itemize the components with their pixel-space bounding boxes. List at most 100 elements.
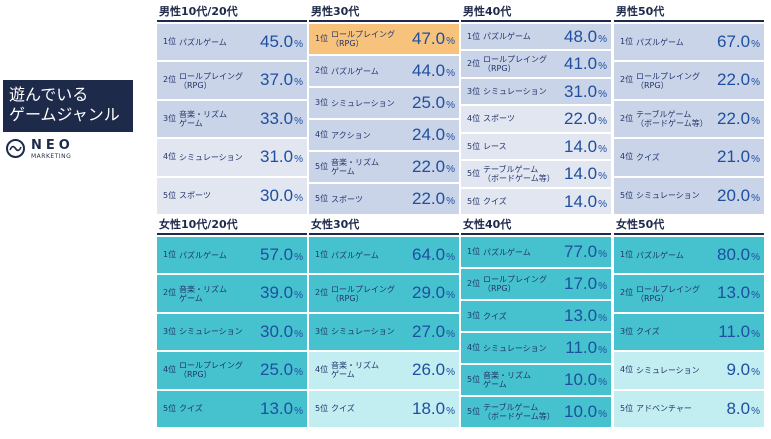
- genre-label: ロールプレイング （RPG）: [483, 55, 547, 74]
- data-value: 30.0: [260, 321, 294, 341]
- data-value: 30.0: [260, 185, 294, 205]
- unit-label: %: [446, 252, 455, 263]
- data-label: 80.0%: [717, 237, 760, 273]
- ranking-row: 4位 シミュレーション 31.0%: [157, 139, 307, 176]
- rank-label: 2位: [163, 288, 177, 298]
- ranking-panel: 女性50代 1位 パズルゲーム 80.0% 2位 ロールプレイング （RPG） 13.0% 3…: [614, 216, 764, 428]
- genre-label: 音楽・リズム ゲーム: [179, 284, 227, 303]
- unit-label: %: [294, 115, 303, 127]
- genre-label: ロールプレイング （RPG）: [179, 361, 243, 380]
- genre-label: アクション: [331, 130, 371, 140]
- data-label: 33.0%: [260, 101, 303, 137]
- genre-label: パズルゲーム: [179, 250, 227, 260]
- data-label: 57.0%: [260, 237, 303, 273]
- data-value: 11.0: [565, 338, 598, 357]
- data-value: 80.0: [717, 245, 751, 264]
- genre-label: ロールプレイング （RPG）: [483, 275, 547, 293]
- data-label: 37.0%: [260, 62, 303, 98]
- genre-label: パズルゲーム: [483, 247, 531, 257]
- rank-label: 5位: [315, 162, 329, 171]
- data-label: 21.0%: [717, 139, 760, 175]
- ranking-row: 2位 ロールプレイング （RPG） 41.0%: [461, 51, 611, 77]
- data-value: 17.0: [564, 274, 598, 293]
- data-label: 39.0%: [260, 275, 303, 311]
- ranking-row: 1位 パズルゲーム 48.0%: [461, 24, 611, 50]
- rank-label: 1位: [315, 250, 329, 259]
- data-label: 25.0%: [260, 352, 303, 388]
- panel-title: 男性10代/20代: [159, 5, 238, 18]
- genre-label: クイズ: [179, 404, 203, 414]
- unit-label: %: [294, 405, 303, 417]
- genre-label: スポーツ: [331, 194, 363, 204]
- data-value: 9.0: [726, 360, 751, 380]
- data-label: 67.0%: [717, 24, 760, 60]
- unit-label: %: [294, 328, 303, 340]
- panel-title-rule: [157, 20, 307, 22]
- data-value: 37.0: [260, 70, 294, 90]
- ranking-panel: 女性10代/20代 1位 パズルゲーム 57.0% 2位 音楽・リズム ゲーム 39.0% 3…: [157, 216, 307, 428]
- rank-label: 4位: [620, 152, 634, 162]
- data-label: 26.0%: [412, 352, 455, 388]
- rank-label: 4位: [467, 343, 481, 352]
- data-label: 14.0%: [564, 161, 607, 186]
- genre-label: クイズ: [483, 196, 507, 206]
- genre-label: レース: [483, 141, 507, 151]
- unit-label: %: [751, 192, 760, 204]
- data-label: 27.0%: [412, 314, 455, 350]
- sidebar-title-line1: 遊んでいる: [9, 85, 89, 104]
- ranking-row: 3位 シミュレーション 30.0%: [157, 313, 307, 351]
- genre-label: スポーツ: [179, 191, 211, 201]
- ranking-row: 2位 ロールプレイング （RPG） 37.0%: [157, 62, 307, 99]
- sidebar-title-line2: ゲームジャンル: [9, 105, 120, 124]
- unit-label: %: [598, 281, 607, 292]
- ranking-row: 2位 ロールプレイング （RPG） 13.0%: [614, 275, 764, 312]
- data-value: 24.0: [412, 125, 446, 144]
- data-value: 67.0: [717, 32, 751, 51]
- rank-label: 3位: [163, 326, 177, 336]
- ranking-row: 3位 クイズ 13.0%: [461, 301, 611, 331]
- data-value: 25.0: [260, 360, 294, 380]
- data-value: 13.0: [717, 283, 751, 303]
- rank-label: 3位: [163, 113, 177, 123]
- ranking-panel: 男性10代/20代 1位 パズルゲーム 45.0% 2位 ロールプレイング （RPG） 37…: [157, 3, 307, 215]
- unit-label: %: [598, 34, 607, 45]
- panel-title-rule: [461, 20, 611, 22]
- unit-label: %: [751, 367, 760, 379]
- data-value: 26.0: [412, 360, 446, 380]
- panel-title-rule: [461, 233, 611, 235]
- rank-label: 5位: [315, 194, 329, 203]
- ranking-row: 3位 クイズ 11.0%: [614, 313, 764, 351]
- rank-label: 5位: [163, 190, 177, 200]
- data-value: 10.0: [564, 402, 598, 421]
- data-value: 21.0: [717, 147, 751, 167]
- rank-label: 5位: [620, 190, 634, 200]
- genre-label: 音楽・リズム ゲーム: [483, 371, 531, 389]
- data-label: 31.0%: [260, 139, 303, 175]
- rank-label: 4位: [163, 152, 177, 162]
- rank-label: 4位: [315, 130, 329, 139]
- data-value: 22.0: [717, 108, 751, 128]
- rank-label: 5位: [467, 407, 481, 416]
- ranking-panel: 男性50代 1位 パズルゲーム 67.0% 2位 ロールプレイング （RPG） 22.0% 2…: [614, 3, 764, 215]
- data-label: 47.0%: [412, 24, 455, 54]
- ranking-row: 1位 パズルゲーム 64.0%: [309, 237, 459, 274]
- data-value: 41.0: [564, 54, 598, 74]
- genre-label: ロールプレイング （RPG）: [636, 284, 700, 303]
- data-value: 13.0: [260, 398, 294, 418]
- genre-label: シミュレーション: [483, 87, 547, 97]
- rank-label: 4位: [620, 365, 634, 375]
- unit-label: %: [598, 377, 607, 388]
- genre-label: シミュレーション: [331, 327, 395, 337]
- data-value: 31.0: [564, 81, 598, 101]
- panel-title: 女性40代: [463, 218, 512, 231]
- data-label: 13.0%: [564, 301, 607, 331]
- genre-label: ロールプレイング （RPG）: [179, 71, 243, 90]
- panel-title-rule: [157, 233, 307, 235]
- panel-title-rule: [309, 233, 459, 235]
- unit-label: %: [598, 345, 607, 356]
- ranking-row: 5位 スポーツ 30.0%: [157, 177, 307, 214]
- data-value: 13.0: [564, 306, 598, 325]
- data-label: 20.0%: [717, 178, 760, 214]
- data-label: 10.0%: [564, 365, 607, 395]
- ranking-row: 3位 シミュレーション 25.0%: [309, 88, 459, 118]
